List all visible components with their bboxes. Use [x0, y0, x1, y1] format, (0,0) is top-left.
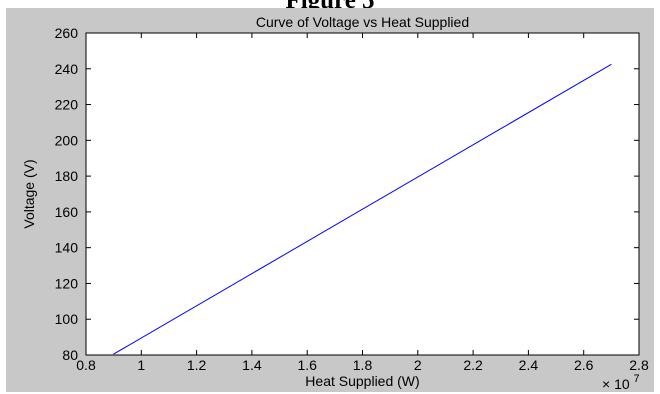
y-tick-label: 200 — [55, 132, 79, 148]
x-axis-title: Heat Supplied (W) — [305, 373, 419, 389]
x-multiplier-exponent: 7 — [634, 373, 640, 385]
x-tick-label: 1.2 — [187, 357, 207, 373]
x-tick-label: 1.8 — [353, 357, 373, 373]
x-tick-label: 2.4 — [519, 357, 539, 373]
chart-title: Curve of Voltage vs Heat Supplied — [256, 14, 469, 30]
y-tick-label: 160 — [55, 204, 79, 220]
series-line — [113, 63, 612, 355]
axis-ticks — [85, 32, 640, 356]
x-tick-label: 1.4 — [242, 357, 262, 373]
x-tick-label: 0.8 — [76, 357, 96, 373]
y-axis-title: Voltage (V) — [21, 159, 37, 228]
y-tick-label: 140 — [55, 240, 79, 256]
y-axis-tick-labels: 80 100 120 140 160 180 200 220 240 260 — [55, 25, 79, 363]
x-tick-label: 1.6 — [297, 357, 317, 373]
y-tick-label: 80 — [62, 347, 78, 363]
x-tick-label: 2 — [414, 357, 422, 373]
y-tick-label: 180 — [55, 168, 79, 184]
x-tick-label: 2.6 — [574, 357, 594, 373]
plot-area — [85, 32, 640, 356]
x-axis-tick-labels: 0.8 1 1.2 1.4 1.6 1.8 2 2.2 2.4 2.6 2.8 — [76, 357, 649, 373]
y-tick-label: 260 — [55, 25, 79, 41]
x-multiplier-base: × 10 — [602, 376, 630, 392]
x-tick-label: 2.2 — [463, 357, 483, 373]
series-layer — [113, 63, 612, 355]
y-tick-label: 240 — [55, 61, 79, 77]
x-tick-label: 2.8 — [629, 357, 649, 373]
y-tick-label: 100 — [55, 311, 79, 327]
x-tick-label: 1 — [137, 357, 145, 373]
y-tick-label: 120 — [55, 275, 79, 291]
y-tick-label: 220 — [55, 97, 79, 113]
x-axis-multiplier: × 10 7 — [602, 373, 640, 392]
